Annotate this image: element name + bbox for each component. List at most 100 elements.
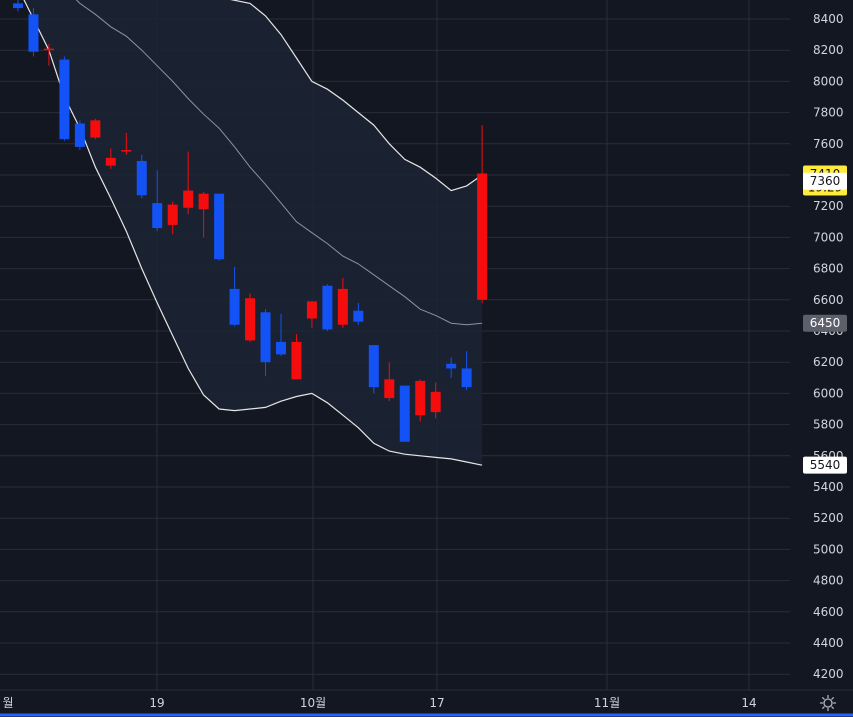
candles: [13, 0, 488, 442]
candle[interactable]: [260, 309, 271, 377]
candle[interactable]: [198, 192, 209, 238]
candle[interactable]: [306, 301, 317, 328]
candle-body: [13, 3, 23, 9]
candle-body: [399, 385, 410, 442]
candle[interactable]: [322, 284, 333, 331]
candle[interactable]: [183, 151, 194, 214]
candle-body: [368, 345, 379, 388]
candle[interactable]: [74, 120, 85, 151]
candle[interactable]: [384, 362, 395, 402]
price-axis[interactable]: [790, 0, 853, 690]
candle[interactable]: [152, 170, 163, 232]
candle[interactable]: [415, 379, 426, 422]
price-tag-label: 6450: [810, 316, 841, 330]
candle-body: [384, 379, 395, 399]
candle[interactable]: [105, 148, 116, 169]
bollinger-lower-line: [23, 0, 483, 466]
candle-body: [275, 341, 286, 355]
candle-body: [43, 48, 54, 51]
price-tag-label: 7360: [810, 174, 841, 188]
price-tick-label: 5000: [813, 542, 844, 556]
price-tick-label: 7000: [813, 230, 844, 244]
candle-body: [90, 120, 101, 138]
candle[interactable]: [28, 8, 39, 57]
price-tag: 5540: [803, 456, 847, 474]
candle-body: [322, 285, 333, 330]
candle[interactable]: [229, 267, 240, 327]
candle-body: [229, 288, 240, 325]
candle-body: [183, 190, 194, 208]
price-tick-label: 5400: [813, 480, 844, 494]
candle-body: [198, 193, 209, 210]
price-tags: 741019:29736064505540: [803, 165, 847, 474]
candle-body: [121, 150, 132, 152]
price-tick-label: 6000: [813, 386, 844, 400]
candle-body: [461, 368, 472, 388]
candle-body: [415, 380, 426, 416]
price-tick-label: 8000: [813, 74, 844, 88]
bollinger-middle-line: [75, 0, 483, 326]
candle[interactable]: [353, 302, 364, 325]
candle[interactable]: [136, 154, 147, 199]
price-tick-label: 8400: [813, 12, 844, 26]
bollinger-band-fill: [24, 0, 483, 466]
price-tick-label: 4600: [813, 605, 844, 619]
candle-body: [28, 14, 39, 52]
candle[interactable]: [291, 334, 302, 380]
candle[interactable]: [245, 293, 256, 342]
candle[interactable]: [430, 382, 441, 419]
candle-body: [152, 203, 163, 229]
price-tick-label: 6200: [813, 355, 844, 369]
candle[interactable]: [214, 193, 225, 261]
candle-body: [214, 193, 225, 260]
candle[interactable]: [337, 277, 348, 328]
candle-body: [291, 341, 302, 380]
candle[interactable]: [13, 0, 23, 12]
candle[interactable]: [461, 351, 472, 391]
price-tag-box: [803, 172, 847, 190]
candle[interactable]: [43, 43, 54, 66]
price-tick-label: 5200: [813, 511, 844, 525]
gear-icon[interactable]: [819, 694, 837, 712]
time-axis-labels: 월 19 10월 17 11월 14: [2, 696, 756, 710]
price-tag-label: 5540: [810, 458, 841, 472]
price-tag-box: [803, 456, 847, 474]
price-tick-label: 8200: [813, 43, 844, 57]
candle-body: [105, 157, 116, 166]
candle-body: [446, 363, 457, 369]
candle-body: [245, 298, 256, 341]
price-tag: 6450: [803, 314, 847, 332]
candle-body: [306, 301, 317, 319]
price-tick-label: 7800: [813, 106, 844, 120]
candle[interactable]: [275, 313, 286, 356]
candle-body: [337, 288, 348, 325]
candle-body: [74, 123, 85, 147]
candle[interactable]: [477, 125, 488, 303]
price-tick-label: 7600: [813, 137, 844, 151]
time-tick-label: 14: [741, 696, 756, 710]
price-tick-label: 6600: [813, 293, 844, 307]
price-tick-label: 4200: [813, 667, 844, 681]
time-tick-label: 17: [429, 696, 444, 710]
candle[interactable]: [59, 56, 70, 141]
price-tag: 7360: [803, 172, 847, 190]
price-tick-label: 4800: [813, 574, 844, 588]
candle-body: [167, 204, 178, 225]
time-tick-label: 11월: [594, 696, 620, 710]
candle-body: [260, 312, 271, 363]
candle[interactable]: [167, 201, 178, 235]
candle[interactable]: [399, 385, 410, 442]
candle-body: [477, 173, 488, 300]
price-tick-label: 6800: [813, 262, 844, 276]
candle[interactable]: [368, 345, 379, 394]
price-tick-label: 5800: [813, 418, 844, 432]
candle-body: [136, 160, 147, 196]
candle-body: [353, 310, 364, 322]
candle-body: [430, 391, 441, 413]
candle[interactable]: [90, 118, 101, 140]
bollinger-upper-line: [230, 0, 483, 192]
candle[interactable]: [446, 357, 457, 378]
time-tick-label: 10월: [300, 696, 326, 710]
candle[interactable]: [121, 132, 132, 155]
